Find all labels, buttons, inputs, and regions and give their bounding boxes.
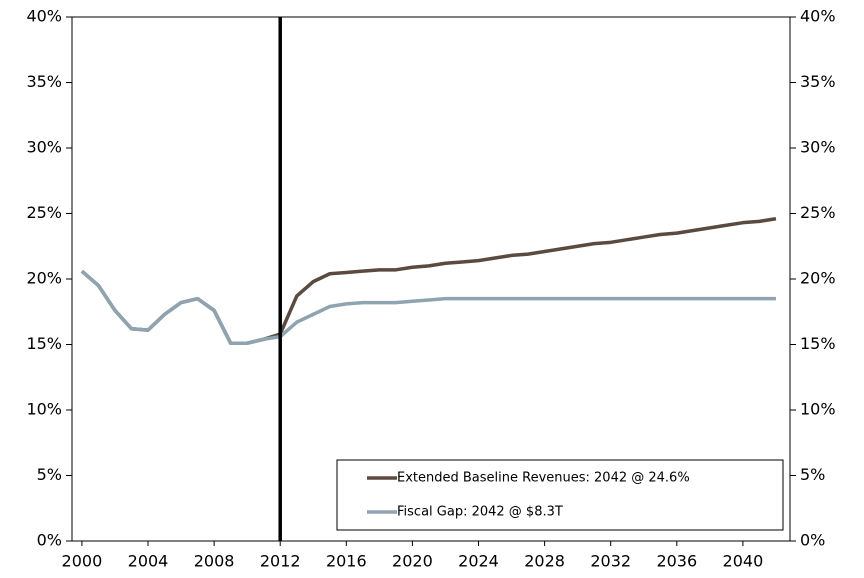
x-tick-label: 2036 <box>656 552 697 571</box>
y2-tick-label: 40% <box>800 7 836 26</box>
x-tick-label: 2004 <box>128 552 169 571</box>
y-tick-label: 25% <box>26 203 62 222</box>
y-tick-label: 35% <box>26 72 62 91</box>
y-tick-label: 10% <box>26 400 62 419</box>
x-tick-label: 2012 <box>260 552 301 571</box>
y2-tick-label: 15% <box>800 334 836 353</box>
y-tick-label: 15% <box>26 334 62 353</box>
y2-tick-label: 10% <box>800 400 836 419</box>
y2-tick-label: 5% <box>800 465 825 484</box>
x-tick-label: 2008 <box>194 552 235 571</box>
x-tick-label: 2020 <box>392 552 433 571</box>
legend-box <box>336 459 784 531</box>
y2-tick-label: 20% <box>800 269 836 288</box>
y-tick-label: 0% <box>37 531 62 550</box>
x-tick-label: 2016 <box>326 552 367 571</box>
series-line <box>80 217 777 345</box>
series-line <box>80 269 776 345</box>
y2-tick-label: 30% <box>800 138 836 157</box>
legend-label: Fiscal Gap: 2042 @ $8.3T <box>397 505 563 520</box>
x-tick-label: 2000 <box>62 552 103 571</box>
x-tick-label: 2028 <box>524 552 565 571</box>
x-tick-label: 2040 <box>723 552 764 571</box>
x-tick-label: 2024 <box>458 552 499 571</box>
y2-tick-label: 0% <box>800 531 825 550</box>
y-tick-label: 30% <box>26 138 62 157</box>
y-tick-label: 5% <box>37 465 62 484</box>
y2-tick-label: 35% <box>800 72 836 91</box>
y-tick-label: 40% <box>26 7 62 26</box>
legend-label: Extended Baseline Revenues: 2042 @ 24.6% <box>397 471 690 486</box>
y2-tick-label: 25% <box>800 203 836 222</box>
y-tick-label: 20% <box>26 269 62 288</box>
x-tick-label: 2032 <box>590 552 631 571</box>
